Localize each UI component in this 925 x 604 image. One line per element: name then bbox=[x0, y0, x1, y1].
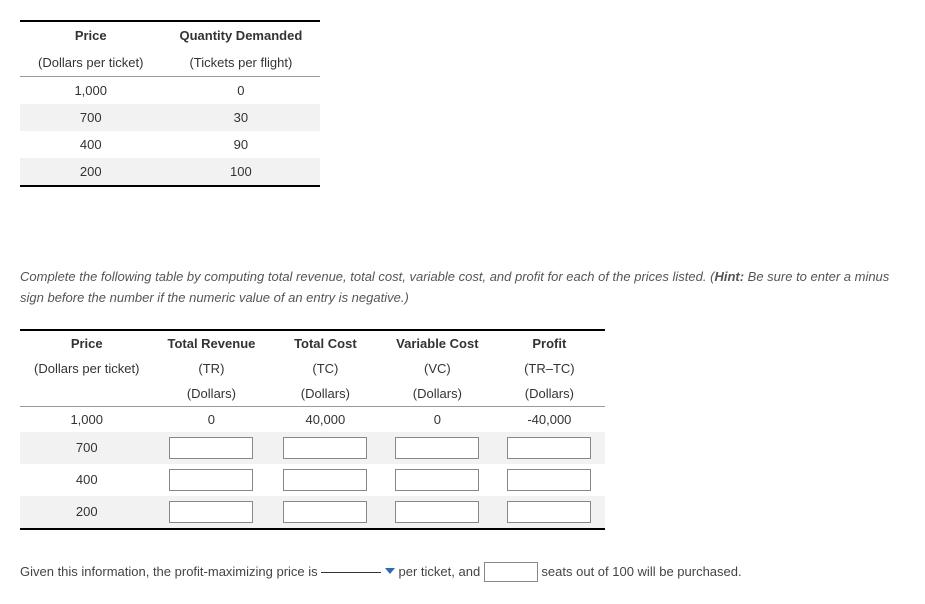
calc-unitheader-tc: (Dollars) bbox=[269, 381, 381, 407]
calc-header-profit: Profit bbox=[493, 330, 605, 356]
demand-price-cell: 400 bbox=[20, 131, 161, 158]
tc-input[interactable] bbox=[283, 501, 367, 523]
calc-unitheader-tr: (Dollars) bbox=[153, 381, 269, 407]
vc-input[interactable] bbox=[395, 501, 479, 523]
calc-table: Price Total Revenue Total Cost Variable … bbox=[20, 329, 605, 530]
tc-input[interactable] bbox=[283, 469, 367, 491]
demand-table: Price Quantity Demanded (Dollars per tic… bbox=[20, 20, 320, 187]
calc-unitheader-profit: (Dollars) bbox=[493, 381, 605, 407]
calc-profit-cell: -40,000 bbox=[493, 406, 605, 432]
table-row: 1,000 0 bbox=[20, 77, 320, 105]
demand-price-cell: 200 bbox=[20, 158, 161, 186]
calc-subheader-profit: (TR–TC) bbox=[493, 356, 605, 381]
chevron-down-icon[interactable] bbox=[385, 560, 395, 583]
demand-header-price: Price bbox=[20, 21, 161, 49]
calc-header-vc: Variable Cost bbox=[381, 330, 493, 356]
price-blank[interactable] bbox=[321, 572, 381, 573]
calc-price-cell: 200 bbox=[20, 496, 153, 529]
seats-input[interactable] bbox=[484, 562, 538, 582]
profit-input[interactable] bbox=[507, 437, 591, 459]
vc-input[interactable] bbox=[395, 437, 479, 459]
tr-input[interactable] bbox=[169, 469, 253, 491]
calc-subheader-tc: (TC) bbox=[269, 356, 381, 381]
sentence-part-3: seats out of 100 will be purchased. bbox=[538, 564, 742, 579]
demand-qty-cell: 100 bbox=[161, 158, 320, 186]
demand-qty-cell: 30 bbox=[161, 104, 320, 131]
profit-input[interactable] bbox=[507, 501, 591, 523]
instruction-part-a: Complete the following table by computin… bbox=[20, 269, 714, 284]
calc-subheader-vc: (VC) bbox=[381, 356, 493, 381]
calc-header-tc: Total Cost bbox=[269, 330, 381, 356]
demand-table-body: 1,000 0 700 30 400 90 200 100 bbox=[20, 77, 320, 187]
answer-sentence: Given this information, the profit-maxim… bbox=[20, 560, 905, 584]
calc-tr-cell: 0 bbox=[153, 406, 269, 432]
demand-price-cell: 700 bbox=[20, 104, 161, 131]
tr-input[interactable] bbox=[169, 501, 253, 523]
table-row: 700 bbox=[20, 432, 605, 464]
sentence-part-1: Given this information, the profit-maxim… bbox=[20, 564, 321, 579]
instruction-text: Complete the following table by computin… bbox=[20, 267, 905, 309]
sentence-part-2: per ticket, and bbox=[399, 564, 484, 579]
calc-price-cell: 400 bbox=[20, 464, 153, 496]
calc-subheader-price: (Dollars per ticket) bbox=[20, 356, 153, 381]
table-row: 400 90 bbox=[20, 131, 320, 158]
calc-subheader-tr: (TR) bbox=[153, 356, 269, 381]
demand-subheader-qty: (Tickets per flight) bbox=[161, 49, 320, 77]
calc-price-cell: 1,000 bbox=[20, 406, 153, 432]
calc-tc-cell: 40,000 bbox=[269, 406, 381, 432]
demand-price-cell: 1,000 bbox=[20, 77, 161, 105]
table-row: 400 bbox=[20, 464, 605, 496]
hint-label: Hint: bbox=[714, 269, 744, 284]
calc-vc-cell: 0 bbox=[381, 406, 493, 432]
calc-price-cell: 700 bbox=[20, 432, 153, 464]
calc-header-price: Price bbox=[20, 330, 153, 356]
demand-qty-cell: 0 bbox=[161, 77, 320, 105]
calc-header-tr: Total Revenue bbox=[153, 330, 269, 356]
demand-qty-cell: 90 bbox=[161, 131, 320, 158]
vc-input[interactable] bbox=[395, 469, 479, 491]
table-row: 1,000 0 40,000 0 -40,000 bbox=[20, 406, 605, 432]
calc-unitheader-price bbox=[20, 381, 153, 407]
tc-input[interactable] bbox=[283, 437, 367, 459]
table-row: 200 100 bbox=[20, 158, 320, 186]
tr-input[interactable] bbox=[169, 437, 253, 459]
table-row: 200 bbox=[20, 496, 605, 529]
profit-input[interactable] bbox=[507, 469, 591, 491]
calc-unitheader-vc: (Dollars) bbox=[381, 381, 493, 407]
table-row: 700 30 bbox=[20, 104, 320, 131]
demand-subheader-price: (Dollars per ticket) bbox=[20, 49, 161, 77]
demand-header-qty: Quantity Demanded bbox=[161, 21, 320, 49]
